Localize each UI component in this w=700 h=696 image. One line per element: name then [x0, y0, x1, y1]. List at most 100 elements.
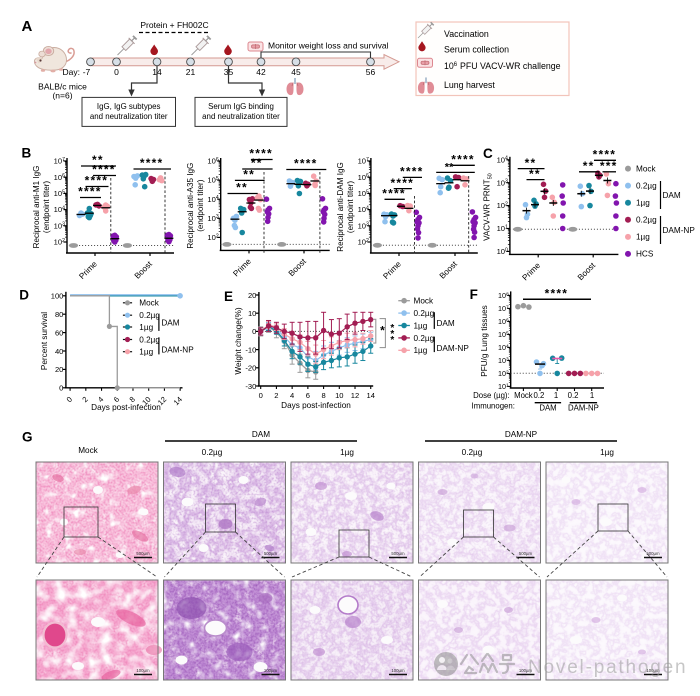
svg-text:106: 106: [358, 173, 369, 182]
svg-text:**: **: [445, 162, 454, 174]
svg-text:107: 107: [498, 304, 509, 313]
svg-text:103: 103: [358, 221, 369, 230]
svg-text:102: 102: [497, 201, 508, 210]
svg-text:103: 103: [498, 356, 509, 365]
svg-text:Mock: Mock: [414, 297, 434, 306]
svg-text:20: 20: [55, 365, 63, 374]
svg-text:Serum collection: Serum collection: [444, 45, 509, 55]
svg-text:****: ****: [78, 185, 101, 199]
svg-text:6: 6: [112, 395, 121, 404]
svg-text:0: 0: [114, 67, 119, 77]
svg-text:Days post-infection: Days post-infection: [281, 401, 351, 410]
svg-text:102: 102: [498, 369, 509, 378]
svg-text:F: F: [470, 287, 478, 302]
svg-text:****: ****: [593, 148, 616, 162]
svg-text:0.2µg: 0.2µg: [636, 181, 657, 190]
svg-text:105: 105: [54, 189, 65, 198]
svg-text:4: 4: [290, 391, 294, 400]
svg-text:103: 103: [497, 178, 508, 187]
svg-text:-10: -10: [245, 345, 256, 354]
svg-text:Dose (µg):: Dose (µg):: [473, 391, 510, 400]
svg-text:60: 60: [55, 328, 63, 337]
svg-text:**: **: [243, 168, 255, 182]
svg-text:102: 102: [207, 233, 218, 242]
svg-text:****: ****: [545, 286, 568, 300]
svg-text:DAM: DAM: [539, 404, 556, 413]
svg-text:****: ****: [249, 147, 272, 161]
svg-text:DAM-NP: DAM-NP: [161, 345, 194, 354]
svg-text:*: *: [380, 324, 385, 338]
svg-text:104: 104: [498, 343, 509, 352]
svg-text:0.2µg: 0.2µg: [139, 335, 160, 344]
svg-text:106: 106: [54, 173, 65, 182]
svg-text:HCS: HCS: [636, 250, 654, 259]
svg-text:****: ****: [92, 163, 115, 177]
svg-text:(endpoint titer): (endpoint titer): [196, 179, 205, 231]
svg-text:1: 1: [590, 391, 594, 400]
svg-text:Percent survival: Percent survival: [40, 312, 49, 370]
svg-text:12: 12: [351, 391, 359, 400]
svg-text:100µm: 100µm: [646, 668, 660, 673]
svg-text:Mock: Mock: [78, 446, 98, 455]
svg-text:0.2µg: 0.2µg: [636, 216, 657, 225]
svg-text:BALB/c mice: BALB/c mice: [38, 82, 87, 92]
svg-text:**: **: [583, 159, 595, 173]
svg-text:1: 1: [554, 391, 558, 400]
svg-text:****: ****: [382, 187, 405, 201]
svg-text:10: 10: [248, 309, 256, 318]
svg-text:6: 6: [306, 391, 310, 400]
svg-text:100: 100: [497, 247, 508, 256]
svg-text:500µm: 500µm: [264, 551, 278, 556]
svg-text:E: E: [224, 289, 233, 304]
svg-text:20: 20: [248, 291, 256, 300]
svg-text:500µm: 500µm: [391, 551, 405, 556]
svg-text:Monitor weight loss and surviv: Monitor weight loss and survival: [268, 41, 389, 51]
svg-text:107: 107: [54, 157, 65, 166]
svg-text:*: *: [390, 323, 394, 334]
svg-text:Reciprocal anti-M1 IgG: Reciprocal anti-M1 IgG: [32, 166, 41, 249]
svg-text:Mock: Mock: [139, 299, 159, 308]
svg-text:****: ****: [294, 157, 317, 171]
svg-text:2: 2: [80, 395, 89, 404]
svg-text:0.2: 0.2: [568, 391, 579, 400]
svg-text:0: 0: [65, 395, 74, 404]
svg-text:***: ***: [600, 159, 618, 173]
svg-text:103: 103: [54, 221, 65, 230]
svg-text:1µg: 1µg: [636, 199, 650, 208]
svg-text:Lung harvest: Lung harvest: [444, 80, 495, 90]
svg-text:4: 4: [96, 395, 105, 404]
svg-text:101: 101: [498, 382, 509, 391]
svg-text:-20: -20: [245, 364, 256, 373]
svg-text:100µm: 100µm: [136, 668, 150, 673]
svg-text:21: 21: [186, 67, 196, 77]
svg-text:104: 104: [497, 155, 508, 164]
svg-text:100µm: 100µm: [519, 668, 533, 673]
svg-text:-7: -7: [83, 67, 91, 77]
svg-text:101: 101: [497, 224, 508, 233]
svg-text:Novel-pathogen: Novel-pathogen: [528, 657, 687, 678]
svg-text:DAM: DAM: [663, 191, 681, 200]
svg-text:100µm: 100µm: [391, 668, 405, 673]
svg-text:0.2: 0.2: [533, 391, 544, 400]
svg-text:Vaccination: Vaccination: [444, 29, 489, 39]
svg-text:108: 108: [498, 291, 509, 300]
svg-text:0.2µg: 0.2µg: [202, 448, 223, 457]
svg-text:and neutralization titer: and neutralization titer: [202, 112, 280, 121]
svg-text:Mock: Mock: [514, 391, 533, 400]
svg-text:45: 45: [291, 67, 301, 77]
svg-text:80: 80: [55, 310, 63, 319]
svg-text:(endpoint titer): (endpoint titer): [346, 181, 355, 233]
svg-text:**: **: [529, 167, 541, 181]
svg-text:**: **: [92, 153, 104, 167]
svg-text:****: ****: [140, 156, 163, 170]
svg-text:****: ****: [390, 176, 413, 190]
svg-text:0: 0: [59, 384, 63, 393]
svg-text:Reciprocal anti-DAM IgG: Reciprocal anti-DAM IgG: [336, 162, 345, 252]
svg-text:0: 0: [259, 391, 263, 400]
svg-text:105: 105: [207, 176, 218, 185]
svg-text:D: D: [19, 288, 29, 303]
svg-text:(n=6): (n=6): [52, 91, 72, 101]
svg-text:Mock: Mock: [636, 164, 656, 173]
svg-text:104: 104: [207, 195, 218, 204]
svg-text:106: 106: [444, 61, 458, 71]
